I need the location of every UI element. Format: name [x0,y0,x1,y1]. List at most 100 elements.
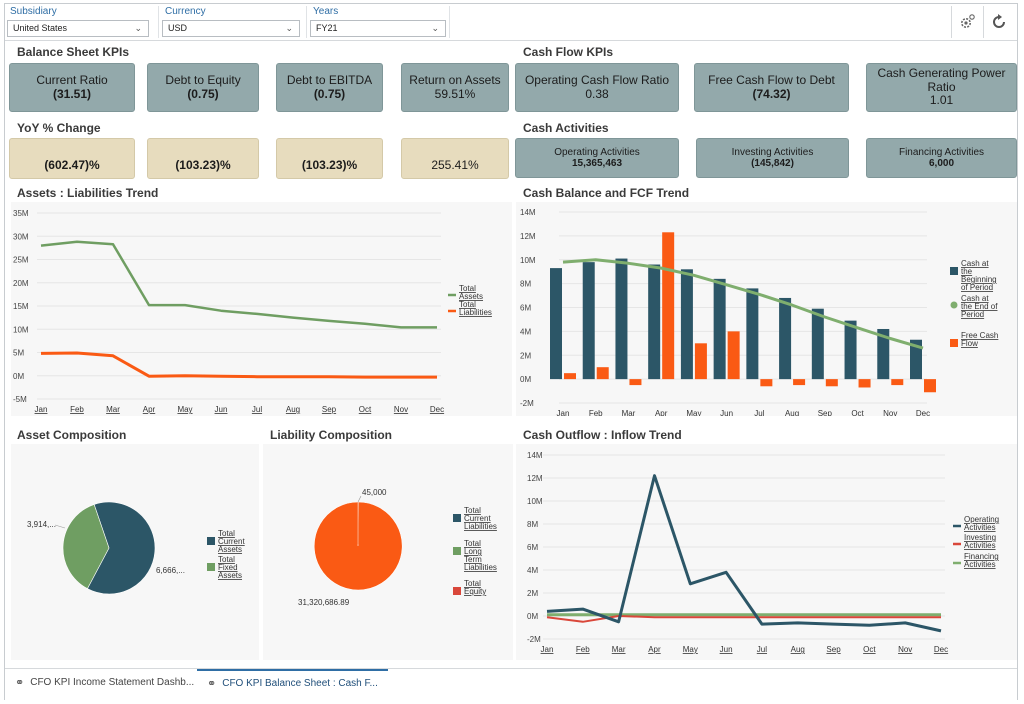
filter-label: Currency [165,6,206,17]
bar-free-cash-flow [596,367,609,380]
legend-label: Free Cash Flow [961,331,998,348]
x-tick-label: Jul [757,645,767,654]
bar-free-cash-flow [924,379,936,393]
years-select[interactable]: FY21 ⌄ [310,20,446,37]
activity-label: Investing Activities [731,146,814,158]
tab-balance-sheet[interactable]: ⚭ CFO KPI Balance Sheet : Cash F... [197,669,388,695]
series-line-total-liabilities [40,351,437,379]
pie-leader-line [54,524,66,529]
y-tick-label: 2M [527,589,538,598]
x-tick-label: Aug [791,645,805,654]
activity-tile-financing[interactable]: Financing Activities 6,000 [866,138,1017,178]
legend-label: Total Equity [464,579,486,596]
asset-composition-chart: 3,914,... 6,666,... Total Current AssetsTota… [27,501,245,595]
kpi-tile-current-ratio[interactable]: Current Ratio (31.51) [9,63,135,112]
yoy-value: (602.47)% [44,157,100,172]
x-tick-label: Jun [720,645,733,654]
kpi-tile-free-cash-flow-to-debt[interactable]: Free Cash Flow to Debt (74.32) [694,63,849,112]
x-tick-label: Jun [215,405,228,414]
x-tick-label: Nov [883,409,897,416]
bar-cash-beginning [582,262,595,380]
bar-cash-beginning [910,339,922,380]
yoy-tile[interactable]: 255.41% [401,138,509,179]
kpi-tile-cash-generating-power-ratio[interactable]: Cash Generating Power Ratio 1.01 [866,63,1017,112]
bar-cash-beginning [713,278,726,380]
x-tick-label: Feb [589,409,603,416]
bar-free-cash-flow [629,379,642,386]
x-tick-label: Aug [785,409,799,416]
filter-value: United States [13,23,68,33]
kpi-label: Debt to Equity [165,72,241,87]
yoy-tile[interactable]: (602.47)% [9,138,135,179]
y-tick-label: 25M [13,256,29,265]
legend-swatch [453,514,461,522]
legend-label: Cash at the Beginning of Period [961,259,997,292]
filter-bar: Subsidiary United States ⌄ Currency USD … [5,4,1017,41]
yoy-tile[interactable]: (103.23)% [147,138,259,179]
x-tick-label: Dec [916,409,930,416]
bar-free-cash-flow [694,343,707,380]
bar-free-cash-flow [662,232,675,380]
section-title: Cash Flow KPIs [523,45,614,59]
yoy-tile[interactable]: (103.23)% [276,138,383,179]
chevron-down-icon: ⌄ [134,23,142,33]
pie-data-label: 3,914,... [27,520,56,529]
yoy-value: (103.23)% [175,157,231,172]
legend-label: Total Current Assets [218,529,245,554]
y-tick-label: 6M [527,543,538,552]
activity-value: 15,365,463 [571,158,623,169]
kpi-tile-return-on-assets[interactable]: Return on Assets 59.51% [401,63,509,112]
legend-label: Operating Activities [964,515,999,532]
series-line-investing [546,615,941,623]
refresh-button[interactable] [983,6,1014,38]
y-tick-label: 10M [527,497,543,506]
x-tick-label: Sep [322,405,337,414]
filter-divider [306,6,307,38]
activity-label: Operating Activities [554,146,640,158]
liability-composition-chart: 45,000 31,320,686.89 Total Current Liabiliti… [298,488,497,607]
x-tick-label: Jan [541,645,554,654]
filter-divider [449,6,450,38]
pie-leader-line [357,495,362,503]
kpi-tile-operating-cash-flow-ratio[interactable]: Operating Cash Flow Ratio 0.38 [515,63,679,112]
kpi-value: (74.32) [752,86,791,101]
kpi-value: 1.01 [929,93,954,108]
tab-income-statement[interactable]: ⚭ CFO KPI Income Statement Dashb... [15,671,194,693]
kpi-label: Operating Cash Flow Ratio [524,72,670,87]
bar-cash-beginning [550,268,562,380]
x-tick-label: Jan [557,409,570,416]
bar-free-cash-flow [564,373,576,380]
activity-value: (145,842) [751,158,794,169]
activity-tile-operating[interactable]: Operating Activities 15,365,463 [515,138,679,178]
section-title: Balance Sheet KPIs [17,45,130,59]
x-tick-label: Mar [612,645,626,654]
y-tick-label: 15M [13,302,29,311]
x-tick-label: Jul [754,409,764,416]
kpi-label: Debt to EBITDA [286,72,373,87]
filter-value: FY21 [316,23,338,33]
kpi-tile-debt-to-ebitda[interactable]: Debt to EBITDA (0.75) [276,63,383,112]
kpi-tile-debt-to-equity[interactable]: Debt to Equity (0.75) [147,63,259,112]
section-title: Cash Activities [523,121,609,135]
y-tick-label: 0M [13,372,24,381]
currency-select[interactable]: USD ⌄ [162,20,300,37]
dashboard-icon: ⚭ [207,677,217,690]
x-tick-label: Oct [851,409,864,416]
yoy-value: 255.41% [431,157,479,172]
legend-label: Total Fixed Assets [218,555,242,580]
cash-balance-chart-panel: 14M 12M 10M 8M 6M 4M 2M 0M -2M Jan Feb Mar Apr May Jun… [516,202,1017,418]
y-tick-label: 35M [13,209,29,218]
activity-value: 6,000 [928,158,955,169]
subsidiary-select[interactable]: United States ⌄ [7,20,149,37]
y-tick-label: -2M [527,635,541,644]
settings-button[interactable] [951,6,982,38]
x-tick-label: Jan [35,405,48,414]
legend-label: Total Long Term Liabilities [464,539,497,572]
dashboard-icon: ⚭ [15,676,25,689]
y-tick-label: 14M [520,208,536,217]
activity-tile-investing[interactable]: Investing Activities (145,842) [696,138,849,178]
chevron-down-icon: ⌄ [285,23,293,33]
legend-swatch [950,339,958,347]
x-tick-label: Nov [898,645,912,654]
section-title: Cash Balance and FCF Trend [523,186,690,200]
